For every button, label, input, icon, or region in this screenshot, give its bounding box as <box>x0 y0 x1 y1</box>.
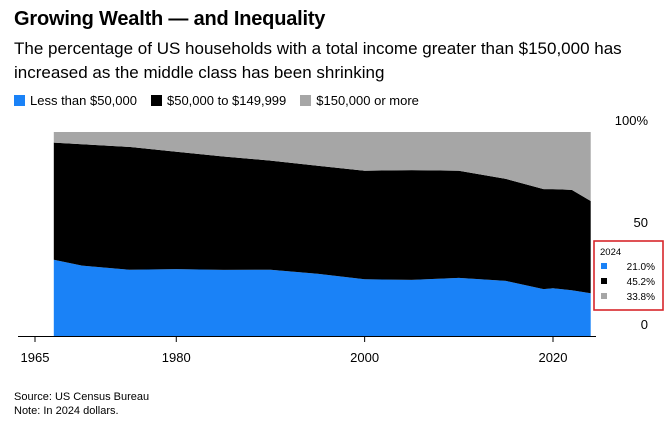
legend-label-high: $150,000 or more <box>316 93 419 108</box>
annotation-year: 2024 <box>600 247 621 258</box>
x-tick-label-2020: 2020 <box>539 350 568 365</box>
x-tick-label-1965: 1965 <box>21 350 50 365</box>
x-tick-label-2000: 2000 <box>350 350 379 365</box>
legend-swatch-low <box>14 95 25 106</box>
area-middle <box>53 142 591 294</box>
y-tick-label-1: 50 <box>634 215 648 230</box>
legend-label-middle: $50,000 to $149,999 <box>166 93 287 108</box>
annotation-swatch-middle <box>601 278 607 284</box>
x-tick-label-1980: 1980 <box>162 350 191 365</box>
legend: Less than $50,000 $50,000 to $149,999 $1… <box>14 93 419 108</box>
y-tick-label-0: 100% <box>615 113 649 128</box>
dollar-note: Note: In 2024 dollars. <box>14 405 119 417</box>
footer: Source: US Census Bureau Note: In 2024 d… <box>14 390 149 418</box>
legend-label-low: Less than $50,000 <box>30 93 137 108</box>
annotation-value-high: 33.8% <box>627 292 655 303</box>
legend-item-middle: $50,000 to $149,999 <box>150 93 287 108</box>
chart-subtitle: The percentage of US households with a t… <box>14 39 622 82</box>
area-high <box>53 132 591 201</box>
legend-item-low: Less than $50,000 <box>14 93 137 108</box>
chart-title: Growing Wealth — and Inequality <box>14 8 326 30</box>
source-note: Source: US Census Bureau <box>14 391 150 403</box>
y-tick-label-2: 0 <box>641 317 648 332</box>
annotation-swatch-high <box>601 293 607 299</box>
legend-swatch-high <box>300 95 312 106</box>
legend-swatch-middle <box>150 95 162 106</box>
annotation-value-low: 21.0% <box>627 262 655 273</box>
annotation-swatch-low <box>601 263 607 269</box>
legend-item-high: $150,000 or more <box>300 93 419 108</box>
annotation-value-middle: 45.2% <box>627 277 655 288</box>
area-low <box>53 259 591 336</box>
